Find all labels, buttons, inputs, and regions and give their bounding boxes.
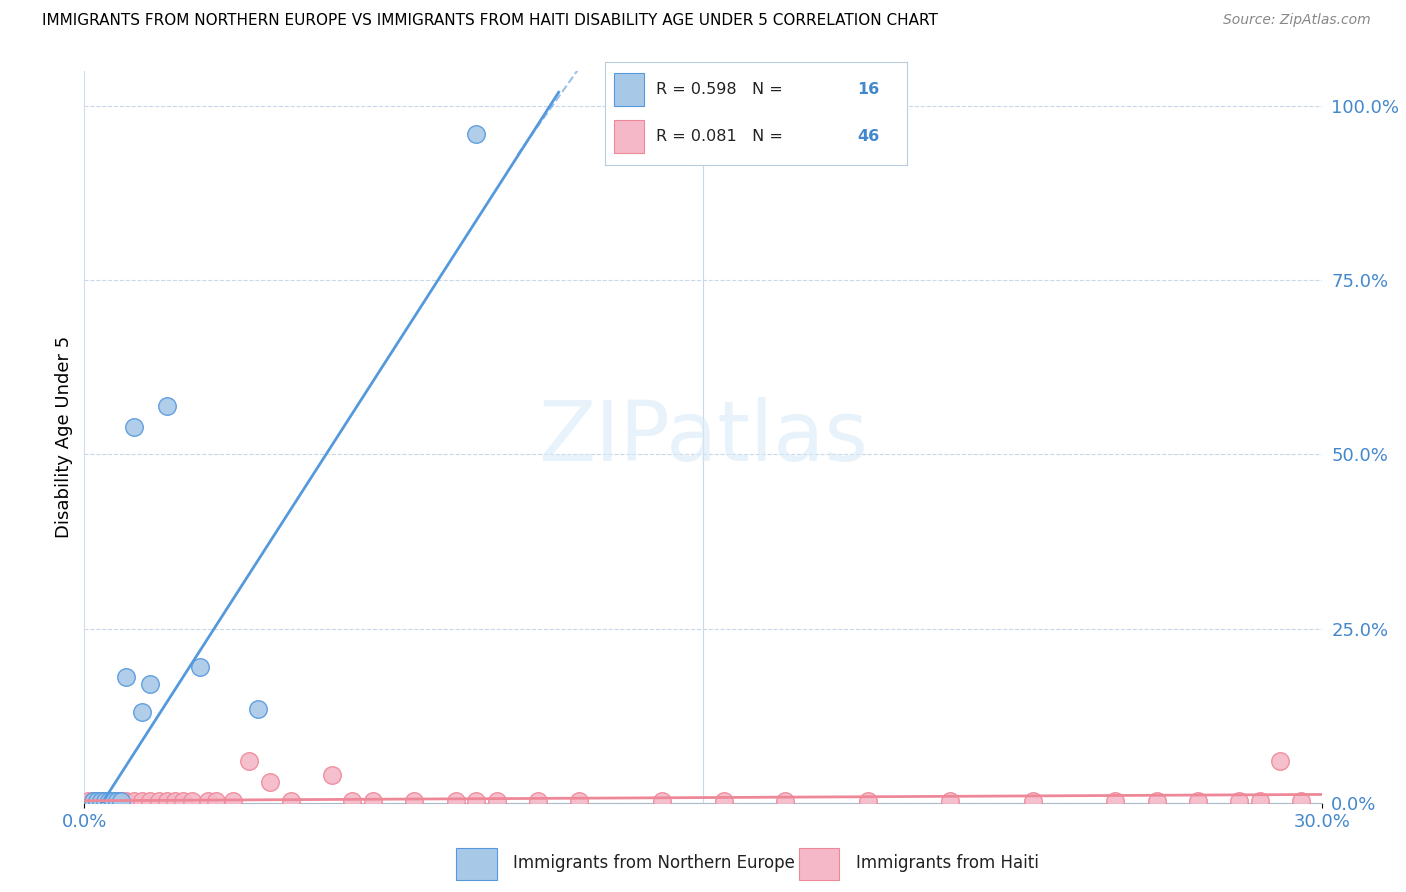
Point — [1289, 794, 1312, 808]
Point — [238, 754, 260, 768]
Point — [122, 794, 145, 808]
Point — [98, 794, 121, 808]
Point — [156, 399, 179, 413]
Point — [103, 794, 125, 808]
Point — [713, 794, 735, 808]
Point — [222, 794, 245, 808]
Point — [165, 794, 187, 808]
Point — [148, 794, 170, 808]
Point — [259, 775, 281, 789]
Point — [122, 419, 145, 434]
Point — [172, 794, 194, 808]
Point — [205, 794, 228, 808]
Text: 46: 46 — [858, 128, 879, 144]
Point — [86, 794, 108, 808]
Point — [1146, 794, 1168, 808]
Text: 16: 16 — [858, 81, 879, 96]
Point — [103, 794, 125, 808]
Point — [1227, 794, 1250, 808]
Point — [651, 794, 673, 808]
Bar — [613, 120, 644, 153]
Point — [444, 794, 467, 808]
Point — [131, 705, 153, 719]
Point — [321, 768, 343, 782]
Point — [856, 794, 879, 808]
Point — [1187, 794, 1209, 808]
Point — [1104, 794, 1126, 808]
Point — [527, 794, 550, 808]
Point — [465, 127, 488, 141]
Text: Source: ZipAtlas.com: Source: ZipAtlas.com — [1223, 13, 1371, 28]
Point — [114, 670, 136, 684]
Point — [110, 794, 132, 808]
Point — [86, 794, 108, 808]
Point — [77, 794, 100, 808]
Point — [280, 794, 302, 808]
Point — [361, 794, 384, 808]
Point — [342, 794, 364, 808]
Point — [1022, 794, 1045, 808]
Point — [465, 794, 488, 808]
Point — [568, 794, 591, 808]
Point — [775, 794, 797, 808]
Point — [939, 794, 962, 808]
Point — [188, 660, 211, 674]
Bar — [456, 848, 496, 880]
Point — [139, 677, 162, 691]
Point — [82, 794, 104, 808]
Y-axis label: Disability Age Under 5: Disability Age Under 5 — [55, 336, 73, 538]
Point — [180, 794, 202, 808]
Point — [110, 794, 132, 808]
Text: IMMIGRANTS FROM NORTHERN EUROPE VS IMMIGRANTS FROM HAITI DISABILITY AGE UNDER 5 : IMMIGRANTS FROM NORTHERN EUROPE VS IMMIG… — [42, 13, 938, 29]
Text: R = 0.081   N =: R = 0.081 N = — [657, 128, 787, 144]
Point — [1270, 754, 1292, 768]
Point — [1249, 794, 1271, 808]
Point — [98, 794, 121, 808]
Point — [246, 702, 269, 716]
Text: ZIPatlas: ZIPatlas — [538, 397, 868, 477]
Point — [404, 794, 426, 808]
Point — [485, 794, 508, 808]
Point — [105, 794, 128, 808]
Point — [90, 794, 112, 808]
Text: R = 0.598   N =: R = 0.598 N = — [657, 81, 787, 96]
Point — [156, 794, 179, 808]
Point — [131, 794, 153, 808]
Point — [114, 794, 136, 808]
Point — [90, 794, 112, 808]
Point — [139, 794, 162, 808]
Point — [197, 794, 219, 808]
Point — [82, 794, 104, 808]
Text: Immigrants from Northern Europe: Immigrants from Northern Europe — [513, 854, 794, 872]
Point — [105, 794, 128, 808]
Bar — [613, 73, 644, 105]
Text: Immigrants from Haiti: Immigrants from Haiti — [856, 854, 1039, 872]
Point — [94, 794, 117, 808]
Point — [94, 794, 117, 808]
Bar — [799, 848, 839, 880]
